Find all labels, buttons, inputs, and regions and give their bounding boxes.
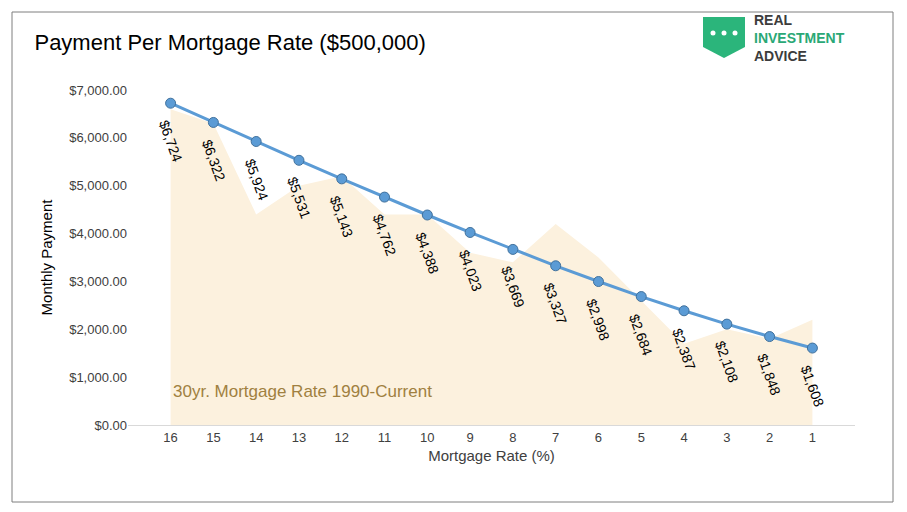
- svg-text:$5,531: $5,531: [284, 175, 314, 221]
- svg-text:$5,143: $5,143: [327, 194, 357, 240]
- svg-text:$6,724: $6,724: [156, 118, 186, 164]
- svg-text:30yr. Mortgage Rate 1990-Curre: 30yr. Mortgage Rate 1990-Current: [173, 382, 432, 401]
- svg-text:8: 8: [509, 430, 516, 445]
- svg-text:Payment Per Mortgage Rate ($50: Payment Per Mortgage Rate ($500,000): [34, 30, 425, 55]
- svg-text:Monthly Payment: Monthly Payment: [38, 199, 55, 316]
- svg-text:5: 5: [638, 430, 645, 445]
- svg-text:12: 12: [335, 430, 349, 445]
- svg-text:2: 2: [766, 430, 773, 445]
- svg-text:$4,000.00: $4,000.00: [69, 226, 127, 241]
- svg-text:$4,762: $4,762: [370, 212, 400, 258]
- svg-text:10: 10: [420, 430, 434, 445]
- svg-text:16: 16: [163, 430, 177, 445]
- svg-text:15: 15: [206, 430, 220, 445]
- svg-text:3: 3: [723, 430, 730, 445]
- svg-text:$4,388: $4,388: [413, 230, 443, 276]
- svg-text:$1,000.00: $1,000.00: [69, 370, 127, 385]
- svg-text:REALINVESTMENTADVICE: REALINVESTMENTADVICE: [754, 12, 845, 64]
- svg-text:$3,669: $3,669: [498, 264, 528, 310]
- svg-text:$2,998: $2,998: [583, 297, 613, 343]
- svg-text:9: 9: [466, 430, 473, 445]
- svg-text:6: 6: [595, 430, 602, 445]
- svg-text:$5,000.00: $5,000.00: [69, 178, 127, 193]
- svg-text:$7,000.00: $7,000.00: [69, 83, 127, 98]
- svg-text:14: 14: [249, 430, 263, 445]
- svg-text:$1,608: $1,608: [798, 363, 828, 409]
- svg-text:$6,000.00: $6,000.00: [69, 130, 127, 145]
- svg-text:$3,000.00: $3,000.00: [69, 274, 127, 289]
- svg-text:7: 7: [552, 430, 559, 445]
- svg-text:11: 11: [378, 430, 392, 445]
- svg-text:$2,684: $2,684: [626, 312, 656, 358]
- svg-text:$4,023: $4,023: [456, 248, 486, 294]
- svg-text:1: 1: [809, 430, 816, 445]
- svg-text:4: 4: [680, 430, 687, 445]
- svg-text:13: 13: [292, 430, 306, 445]
- svg-text:$6,322: $6,322: [199, 137, 229, 183]
- svg-text:$1,848: $1,848: [754, 352, 784, 398]
- svg-text:$2,108: $2,108: [712, 339, 742, 385]
- svg-text:$3,327: $3,327: [541, 281, 571, 327]
- svg-text:$2,387: $2,387: [669, 326, 699, 372]
- svg-text:Mortgage Rate (%): Mortgage Rate (%): [428, 447, 555, 464]
- svg-text:$2,000.00: $2,000.00: [69, 322, 127, 337]
- svg-text:$5,924: $5,924: [242, 157, 272, 203]
- svg-text:$0.00: $0.00: [94, 418, 127, 433]
